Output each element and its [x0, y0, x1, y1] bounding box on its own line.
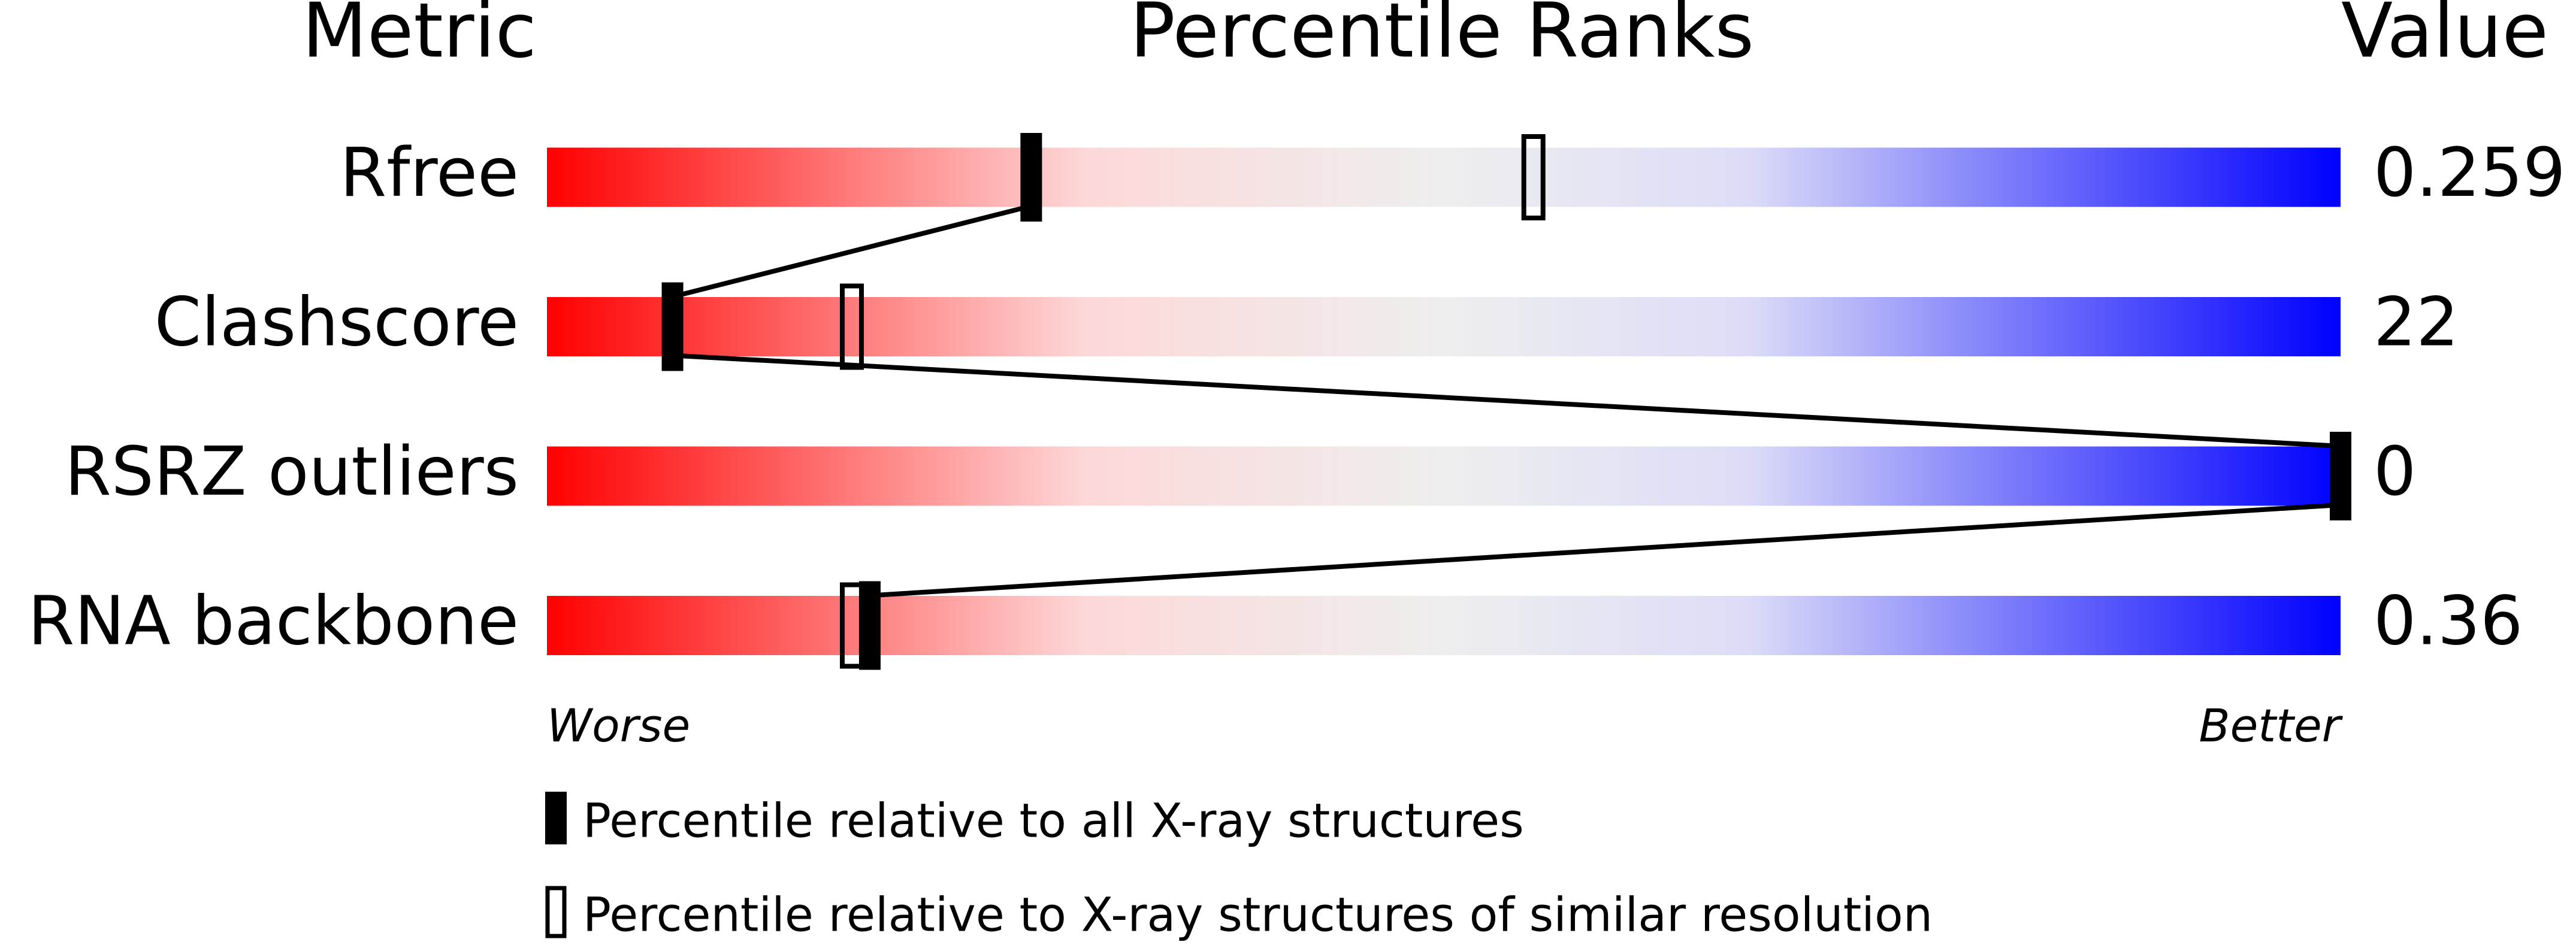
- legend-label: Percentile relative to all X-ray structu…: [583, 794, 1524, 848]
- connector: [672, 204, 1032, 299]
- percentile-bar: [547, 297, 2341, 356]
- percentile-bar: [547, 446, 2341, 506]
- connector: [672, 353, 2341, 449]
- similar-resolution-marker: [839, 582, 864, 669]
- legend-swatch: [545, 886, 567, 938]
- percentile-bar: [547, 147, 2341, 207]
- similar-resolution-marker: [1521, 134, 1546, 220]
- metric-label: Rfree: [340, 134, 519, 212]
- value-header: Value: [2341, 0, 2548, 75]
- worse-label: Worse: [547, 699, 690, 752]
- all-structures-marker: [661, 282, 684, 371]
- legend-label: Percentile relative to X-ray structures …: [583, 888, 1933, 942]
- metric-value: 22: [2374, 283, 2459, 361]
- metric-header: Metric: [302, 0, 537, 75]
- similar-resolution-marker: [839, 283, 864, 370]
- metric-value: 0.36: [2374, 582, 2523, 660]
- all-structures-marker: [2330, 432, 2351, 520]
- percentile-bar: [547, 596, 2341, 655]
- metric-value: 0.259: [2374, 134, 2566, 212]
- all-structures-marker: [1020, 133, 1042, 222]
- metric-label: RNA backbone: [28, 582, 519, 660]
- connector: [869, 502, 2341, 598]
- metric-label: Clashscore: [155, 283, 519, 361]
- metric-label: RSRZ outliers: [65, 433, 519, 511]
- better-label: Better: [2199, 699, 2344, 752]
- legend-swatch: [545, 792, 567, 844]
- metric-value: 0: [2374, 433, 2416, 511]
- chart-title: Percentile Ranks: [1130, 0, 1754, 75]
